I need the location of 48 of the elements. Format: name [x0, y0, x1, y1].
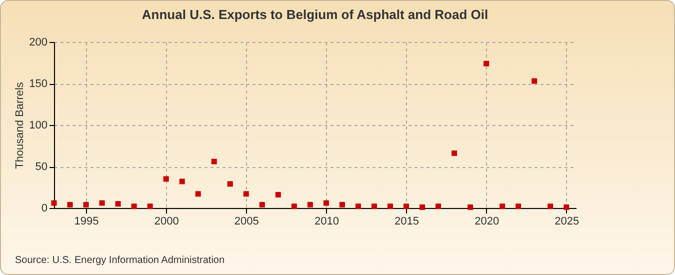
point: [275, 192, 281, 198]
x-tick-label: 2010: [314, 216, 339, 228]
point: [532, 78, 538, 84]
point: [548, 204, 554, 210]
point: [179, 178, 185, 184]
point: [404, 204, 410, 210]
point: [484, 60, 490, 66]
point: [355, 204, 361, 210]
point: [500, 204, 506, 210]
y-tick-label: 50: [35, 161, 48, 173]
point: [227, 181, 233, 187]
point: [259, 202, 265, 208]
y-tick-label: 200: [29, 36, 48, 48]
y-tick-label: 150: [29, 78, 48, 90]
y-tick-label: 0: [41, 202, 48, 214]
point: [372, 204, 377, 210]
point: [388, 204, 393, 210]
point: [468, 204, 474, 210]
point: [516, 204, 522, 210]
point: [211, 158, 217, 164]
point: [291, 204, 297, 210]
point: [83, 202, 89, 208]
point: [436, 204, 442, 210]
point: [307, 202, 313, 208]
point: [51, 200, 57, 206]
point: [163, 176, 169, 182]
x-tick-label: 2000: [154, 216, 179, 228]
point: [99, 200, 105, 206]
x-tick-label: 2020: [474, 216, 500, 228]
point: [131, 204, 137, 210]
point: [195, 191, 201, 197]
y-axis-title: Thousand Barrels: [14, 82, 26, 169]
chart-title: Annual U.S. Exports to Belgium of Asphalt and Road Oil: [142, 7, 488, 22]
x-tick-label: 2005: [234, 216, 259, 228]
point: [420, 204, 426, 210]
point: [564, 204, 570, 210]
point: [339, 202, 345, 208]
point: [147, 204, 153, 210]
point: [243, 191, 249, 197]
point: [452, 150, 458, 156]
x-tick-label: 2015: [394, 216, 420, 228]
point: [67, 202, 73, 208]
point: [323, 200, 329, 206]
x-tick-label: 1995: [74, 216, 99, 228]
point: [115, 201, 121, 207]
y-tick-label: 100: [29, 120, 48, 132]
x-tick-label: 2025: [554, 216, 580, 228]
source-note: Source: U.S. Energy Information Administration: [15, 255, 225, 266]
